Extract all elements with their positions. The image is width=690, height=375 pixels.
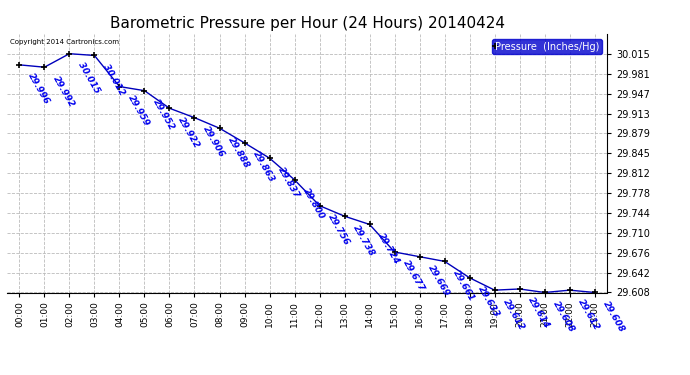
Pressure  (Inches/Hg) (340, 214, 348, 219)
Pressure  (Inches/Hg) (215, 126, 224, 130)
Pressure  (Inches/Hg) (440, 259, 449, 264)
Line: Pressure  (Inches/Hg): Pressure (Inches/Hg) (16, 50, 598, 296)
Pressure  (Inches/Hg) (415, 255, 424, 259)
Text: 29.996: 29.996 (26, 72, 52, 106)
Title: Barometric Pressure per Hour (24 Hours) 20140424: Barometric Pressure per Hour (24 Hours) … (110, 16, 504, 31)
Text: 29.633: 29.633 (477, 285, 502, 319)
Pressure  (Inches/Hg) (366, 222, 374, 227)
Text: 29.608: 29.608 (602, 300, 627, 334)
Text: Copyright 2014 Cartronics.com: Copyright 2014 Cartronics.com (10, 39, 119, 45)
Text: 29.959: 29.959 (126, 93, 152, 128)
Text: 29.612: 29.612 (577, 297, 602, 332)
Text: 29.800: 29.800 (302, 187, 326, 221)
Pressure  (Inches/Hg) (90, 53, 99, 58)
Pressure  (Inches/Hg) (515, 287, 524, 291)
Pressure  (Inches/Hg) (540, 290, 549, 295)
Pressure  (Inches/Hg) (240, 141, 248, 145)
Text: 29.992: 29.992 (51, 74, 77, 109)
Text: 29.837: 29.837 (277, 165, 302, 200)
Text: 29.661: 29.661 (451, 268, 477, 303)
Legend: Pressure  (Inches/Hg): Pressure (Inches/Hg) (492, 39, 602, 54)
Text: 29.888: 29.888 (226, 135, 252, 170)
Text: 29.608: 29.608 (551, 300, 577, 334)
Pressure  (Inches/Hg) (391, 250, 399, 254)
Text: 29.863: 29.863 (251, 150, 277, 184)
Pressure  (Inches/Hg) (190, 116, 199, 120)
Pressure  (Inches/Hg) (466, 276, 474, 280)
Text: 29.677: 29.677 (402, 259, 426, 294)
Pressure  (Inches/Hg) (491, 288, 499, 292)
Text: 29.906: 29.906 (201, 124, 226, 159)
Pressure  (Inches/Hg) (315, 203, 324, 208)
Text: 29.724: 29.724 (377, 231, 402, 266)
Text: 29.614: 29.614 (526, 296, 552, 330)
Pressure  (Inches/Hg) (566, 288, 574, 292)
Text: 29.738: 29.738 (351, 223, 377, 258)
Pressure  (Inches/Hg) (140, 88, 148, 93)
Text: 29.612: 29.612 (502, 297, 526, 332)
Text: 29.756: 29.756 (326, 213, 352, 247)
Text: 29.952: 29.952 (151, 98, 177, 132)
Text: 30.012: 30.012 (101, 62, 126, 97)
Pressure  (Inches/Hg) (40, 65, 48, 69)
Text: 30.015: 30.015 (77, 61, 101, 95)
Text: 29.922: 29.922 (177, 115, 201, 150)
Pressure  (Inches/Hg) (290, 178, 299, 182)
Pressure  (Inches/Hg) (591, 290, 599, 295)
Text: 29.669: 29.669 (426, 264, 452, 298)
Pressure  (Inches/Hg) (66, 51, 74, 56)
Pressure  (Inches/Hg) (266, 156, 274, 160)
Pressure  (Inches/Hg) (166, 106, 174, 111)
Pressure  (Inches/Hg) (115, 84, 124, 89)
Pressure  (Inches/Hg) (15, 63, 23, 67)
